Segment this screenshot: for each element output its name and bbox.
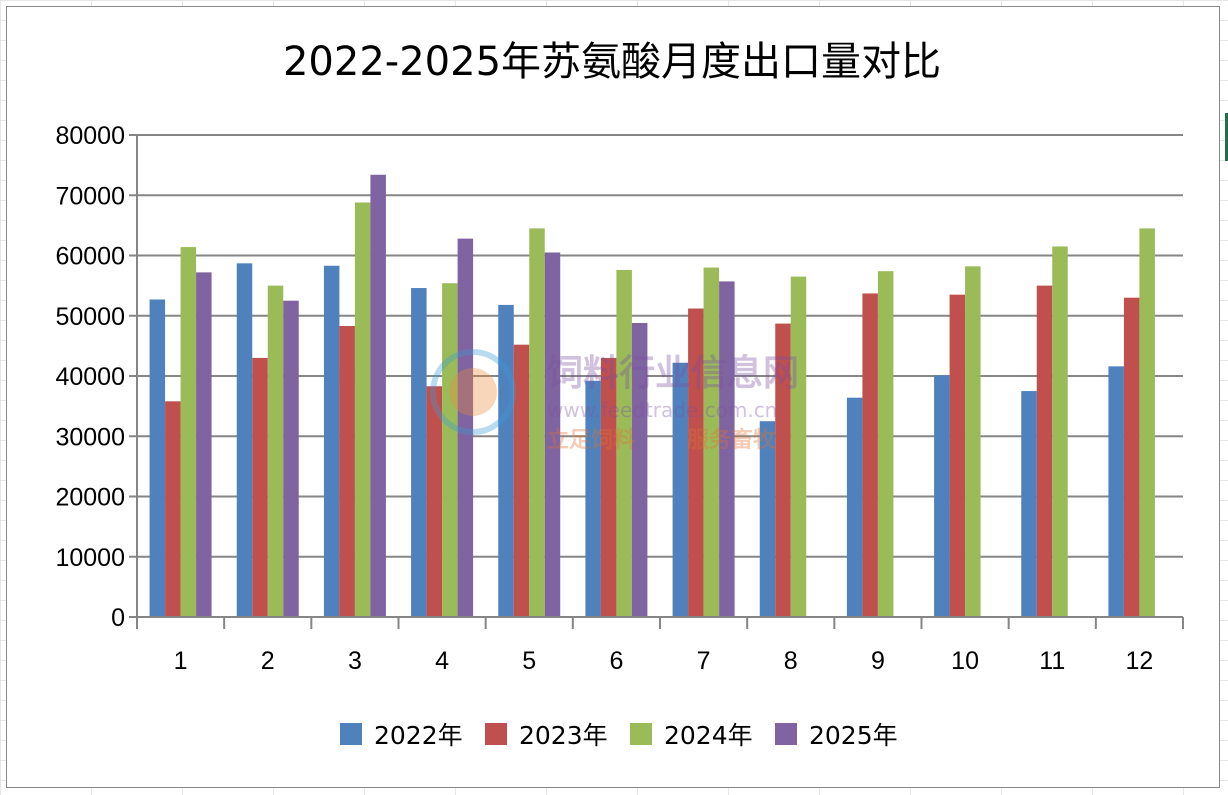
bar-1-1 bbox=[149, 299, 166, 617]
bar-1-10 bbox=[934, 375, 950, 617]
legend-swatch-1 bbox=[340, 723, 362, 745]
legend-label-4: 2025年 bbox=[809, 721, 898, 750]
bar-3-8 bbox=[790, 276, 807, 617]
legend-label-2: 2023年 bbox=[519, 721, 608, 750]
bar-2-6 bbox=[600, 357, 617, 617]
watermark-logo-core-icon bbox=[449, 368, 497, 416]
selection-edge-marker bbox=[1225, 113, 1228, 161]
bar-3-1 bbox=[180, 247, 197, 617]
x-tick-label: 6 bbox=[609, 647, 623, 675]
x-tick-label: 7 bbox=[697, 647, 711, 675]
bar-1-5 bbox=[498, 304, 514, 617]
chart-title: 2022-2025年苏氨酸月度出口量对比 bbox=[283, 39, 941, 85]
bar-1-11 bbox=[1021, 391, 1037, 617]
x-tick-label: 10 bbox=[951, 647, 979, 675]
watermark-url: www.feedtrade.com.cn bbox=[547, 398, 777, 422]
bar-3-4 bbox=[442, 283, 458, 617]
bar-2-9 bbox=[862, 293, 878, 617]
bar-2-12 bbox=[1123, 297, 1140, 617]
y-tick-label: 30000 bbox=[55, 423, 125, 451]
x-tick-label: 11 bbox=[1039, 647, 1065, 675]
bar-1-9 bbox=[846, 397, 863, 617]
gridlines bbox=[137, 134, 1183, 558]
bar-1-2 bbox=[236, 263, 253, 617]
watermark: 饲料行业信息网 www.feedtrade.com.cn 立足饲料 服务畜牧 bbox=[430, 349, 799, 453]
watermark-logo-icon bbox=[430, 349, 516, 435]
bar-2-4 bbox=[426, 386, 443, 617]
x-tick-label: 5 bbox=[522, 647, 536, 675]
bar-3-5 bbox=[529, 228, 545, 617]
bars bbox=[149, 174, 1155, 618]
bar-4-4 bbox=[457, 238, 474, 617]
bar-2-3 bbox=[339, 325, 355, 617]
y-tick-label: 20000 bbox=[55, 484, 125, 512]
legend-swatch-3 bbox=[630, 723, 652, 745]
bar-3-10 bbox=[965, 266, 981, 617]
y-tick-label: 50000 bbox=[55, 303, 125, 331]
bar-3-3 bbox=[354, 202, 371, 618]
y-tick-label: 60000 bbox=[55, 243, 125, 271]
watermark-slogan-right: 服务畜牧 bbox=[687, 427, 776, 453]
bar-4-7 bbox=[719, 281, 735, 617]
bar-4-1 bbox=[196, 272, 212, 617]
y-tick-label: 80000 bbox=[55, 122, 125, 150]
bar-2-2 bbox=[252, 357, 268, 617]
watermark-name: 饲料行业信息网 bbox=[547, 353, 799, 394]
y-tick-label: 0 bbox=[111, 604, 125, 632]
bar-1-3 bbox=[323, 265, 340, 617]
bar-4-3 bbox=[370, 174, 386, 617]
bar-4-6 bbox=[631, 322, 648, 617]
watermark-slogan-left: 立足饲料 bbox=[547, 427, 635, 453]
x-tick-label: 9 bbox=[871, 647, 885, 675]
bar-2-8 bbox=[775, 323, 791, 617]
chart-area[interactable]: 2022-2025年苏氨酸月度出口量对比 0 10000 20000 30000 400… bbox=[6, 6, 1220, 788]
y-tick-label: 10000 bbox=[55, 544, 125, 572]
bar-2-1 bbox=[165, 401, 181, 617]
x-tick-label: 4 bbox=[435, 647, 449, 675]
bar-1-7 bbox=[672, 362, 689, 617]
legend-swatch-4 bbox=[775, 723, 797, 745]
bar-2-10 bbox=[949, 294, 966, 617]
y-tick-label: 70000 bbox=[55, 182, 125, 210]
bar-3-2 bbox=[267, 285, 284, 617]
bar-3-9 bbox=[877, 271, 894, 617]
bar-2-11 bbox=[1036, 285, 1053, 617]
bar-1-4 bbox=[411, 288, 427, 617]
x-tick-label: 1 bbox=[174, 647, 188, 675]
bar-2-5 bbox=[513, 344, 530, 617]
bar-3-12 bbox=[1139, 228, 1155, 617]
axes: 0 10000 20000 30000 40000 50000 60000 70000 8000… bbox=[55, 122, 1184, 675]
bar-3-6 bbox=[616, 269, 632, 617]
x-tick-label: 12 bbox=[1126, 647, 1154, 675]
bar-4-2 bbox=[283, 300, 299, 617]
bar-3-7 bbox=[703, 267, 720, 617]
bar-3-11 bbox=[1052, 246, 1068, 617]
bar-1-8 bbox=[759, 421, 776, 617]
chart-canvas: 2022-2025年苏氨酸月度出口量对比 0 10000 20000 30000 400… bbox=[55, 39, 1184, 750]
x-tick-label: 8 bbox=[784, 647, 798, 675]
bar-4-5 bbox=[544, 252, 561, 618]
x-tick-label: 3 bbox=[348, 647, 362, 675]
legend: 2022年 2023年 2024年 2025年 bbox=[340, 721, 898, 750]
legend-swatch-2 bbox=[485, 723, 507, 745]
bar-1-6 bbox=[585, 380, 601, 617]
y-tick-label: 40000 bbox=[55, 363, 125, 391]
bar-2-7 bbox=[688, 308, 704, 617]
legend-label-3: 2024年 bbox=[664, 721, 753, 750]
legend-label-1: 2022年 bbox=[374, 721, 463, 750]
bar-1-12 bbox=[1108, 366, 1124, 617]
x-tick-label: 2 bbox=[261, 647, 275, 675]
